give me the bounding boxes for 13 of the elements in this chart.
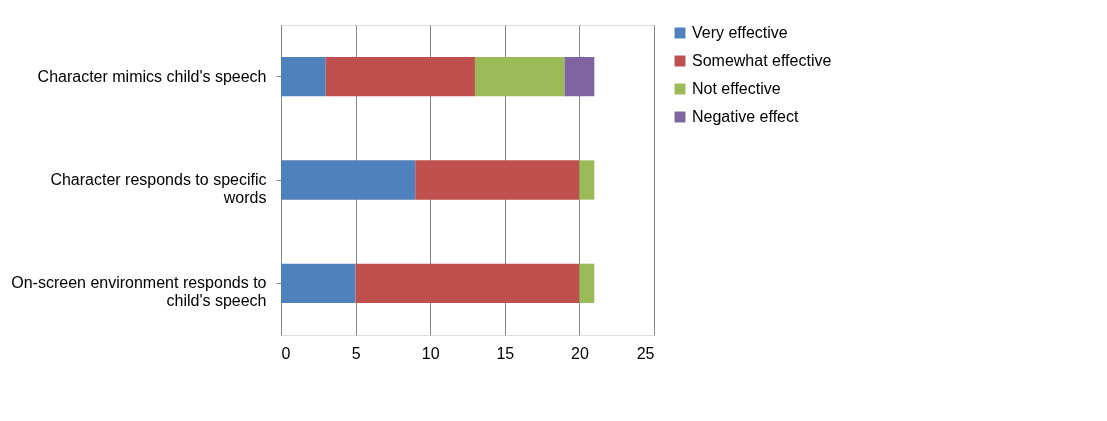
x-tick-label: 5 — [351, 344, 361, 362]
legend-label: Very effective — [692, 24, 788, 41]
x-tick-label: 25 — [636, 344, 655, 362]
legend-label: Negative effect — [692, 108, 799, 125]
legend-label: Not effective — [692, 80, 781, 97]
legend-label: Somewhat effective — [692, 52, 832, 69]
x-tick-label: 15 — [496, 344, 515, 362]
y-tick-label: Character mimics child's speech — [37, 67, 267, 85]
y-tick-label: Character responds to specific words — [50, 171, 267, 206]
x-tick-label: 10 — [421, 344, 440, 362]
x-tick-label: 0 — [281, 344, 291, 362]
x-tick-label: 20 — [571, 344, 589, 362]
y-tick-label: On-screen environment responds to child's speech — [11, 274, 267, 310]
